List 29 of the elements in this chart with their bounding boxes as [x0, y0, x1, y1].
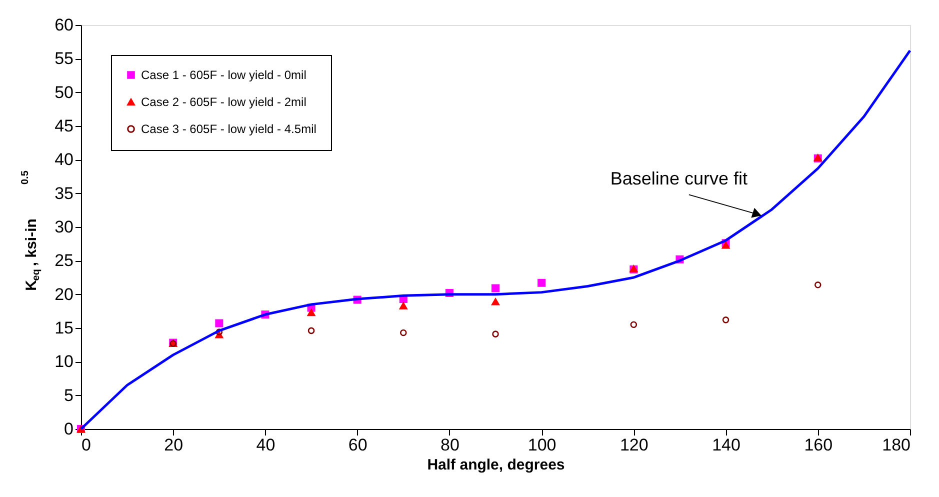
x-tick-label: 160	[804, 436, 833, 454]
x-tick-label: 140	[712, 436, 740, 454]
x-axis-title: Half angle, degrees	[427, 456, 565, 474]
legend-label: Case 3 - 605F - low yield - 4.5mil	[141, 122, 316, 136]
x-tick-label: 40	[256, 436, 276, 454]
y-tick-label: 55	[54, 49, 74, 68]
y-tick-label: 5	[64, 386, 74, 405]
y-tick-label: 0	[64, 420, 74, 438]
y-tick-label: 10	[54, 352, 74, 372]
legend-label: Case 1 - 605F - low yield - 0mil	[141, 68, 306, 82]
y-tick-label: 40	[54, 150, 74, 170]
x-tick-label: 0	[82, 436, 91, 454]
y-tick-label: 15	[54, 318, 74, 338]
x-tick-label: 60	[348, 436, 368, 454]
x-tick-label: 80	[440, 436, 460, 454]
y-tick-label: 50	[54, 82, 74, 102]
y-tick-label: 25	[54, 251, 74, 270]
x-tick-label: 20	[164, 436, 184, 454]
y-tick-label: 20	[54, 284, 74, 304]
x-tick-label: 180	[882, 436, 910, 454]
legend-label: Case 2 - 605F - low yield - 2mil	[141, 95, 306, 109]
y-tick-label: 35	[54, 184, 74, 203]
y-tick-label: 45	[54, 116, 74, 136]
x-tick-label: 120	[620, 436, 648, 454]
text: Keq, ksi-in0.5	[20, 170, 42, 291]
y-tick-label: 30	[54, 218, 74, 236]
x-tick-label: 100	[528, 436, 556, 454]
annotation: Baseline curve fit	[610, 168, 748, 189]
y-tick-label: 60	[54, 16, 74, 34]
